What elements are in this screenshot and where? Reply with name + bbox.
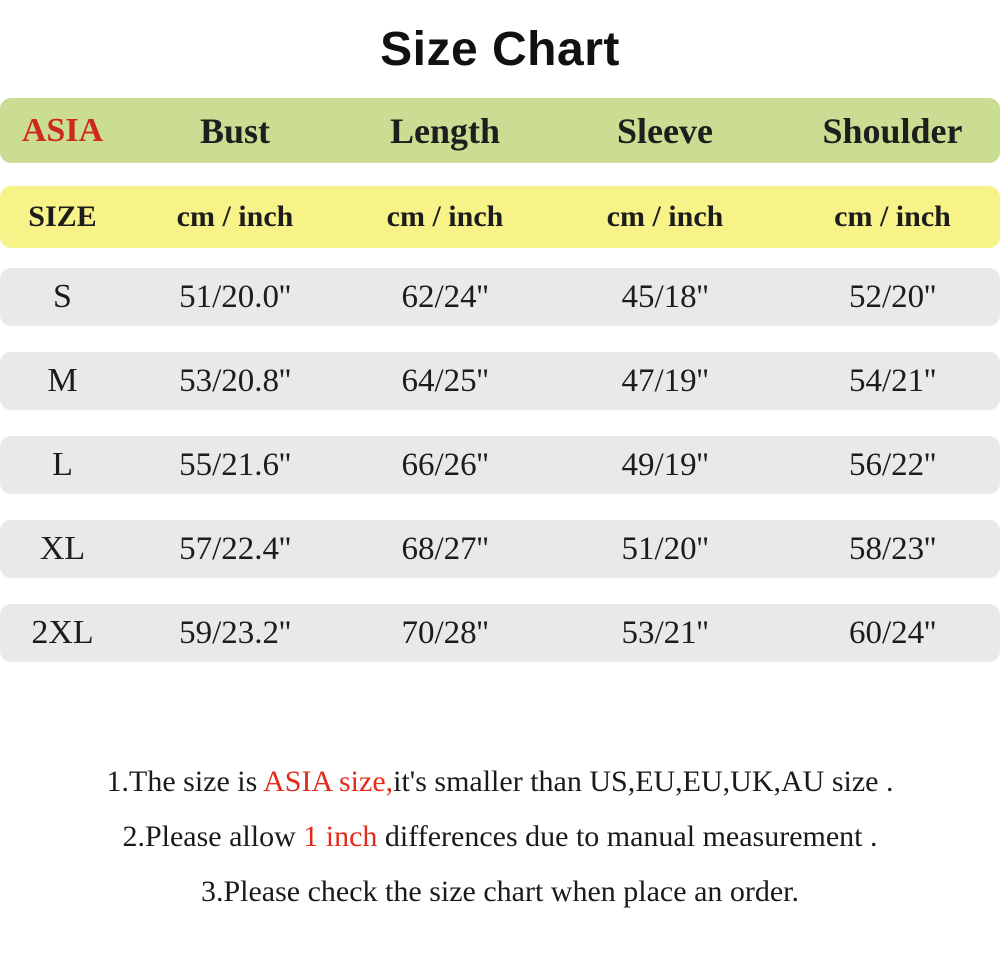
row-shoulder-value: 58/23'' xyxy=(848,530,937,567)
row-length-value: 62/24'' xyxy=(401,278,489,315)
row-size-label: L xyxy=(52,446,73,483)
row-length-value: 66/26'' xyxy=(401,446,489,483)
units-size-label: SIZE xyxy=(28,200,97,233)
note-2-suffix: differences due to manual measurement . xyxy=(377,820,878,853)
row-size-label: S xyxy=(53,278,72,315)
row-bust-value: 59/23.2'' xyxy=(179,614,291,651)
note-2-highlight: 1 inch xyxy=(303,820,378,853)
units-bust: cm / inch xyxy=(176,200,294,233)
note-3-prefix: 3.Please check the size chart when place… xyxy=(200,875,800,908)
row-size-label: XL xyxy=(39,530,86,567)
row-length-value: 70/28'' xyxy=(401,614,489,651)
note-2-prefix: 2.Please allow xyxy=(122,820,304,853)
table-row-m: M 53/20.8'' 64/25'' 47/19'' 54/21'' xyxy=(0,352,1000,410)
table-row-s: S 51/20.0'' 62/24'' 45/18'' 52/20'' xyxy=(0,268,1000,326)
row-length-value: 64/25'' xyxy=(401,362,489,399)
note-line-3: 3.Please check the size chart when place… xyxy=(0,864,1000,919)
units-shoulder: cm / inch xyxy=(834,200,951,233)
row-shoulder-value: 60/24'' xyxy=(848,614,937,651)
table-row-2xl: 2XL 59/23.2'' 70/28'' 53/21'' 60/24'' xyxy=(0,604,1000,662)
footer-notes: 1.The size is ASIA size,it's smaller tha… xyxy=(0,754,1000,919)
header-row: ASIA Bust Length Sleeve Shoulder xyxy=(0,98,1000,163)
units-sleeve: cm / inch xyxy=(606,200,724,233)
row-sleeve-value: 51/20'' xyxy=(621,530,709,567)
row-sleeve-value: 49/19'' xyxy=(621,446,709,483)
note-line-1: 1.The size is ASIA size,it's smaller tha… xyxy=(0,754,1000,809)
row-length-value: 68/27'' xyxy=(401,530,489,567)
row-size-label: M xyxy=(47,362,78,399)
row-shoulder-value: 56/22'' xyxy=(848,446,937,483)
row-bust-value: 57/22.4'' xyxy=(179,530,291,567)
table-row-l: L 55/21.6'' 66/26'' 49/19'' 56/22'' xyxy=(0,436,1000,494)
row-bust-value: 51/20.0'' xyxy=(179,278,291,315)
header-length: Length xyxy=(389,110,501,151)
row-sleeve-value: 53/21'' xyxy=(621,614,709,651)
row-shoulder-value: 54/21'' xyxy=(848,362,937,399)
note-1-suffix: it's smaller than US,EU,EU,UK,AU size . xyxy=(393,765,894,798)
row-bust-value: 53/20.8'' xyxy=(179,362,291,399)
table-row-xl: XL 57/22.4'' 68/27'' 51/20'' 58/23'' xyxy=(0,520,1000,578)
units-row: SIZE cm / inch cm / inch cm / inch cm / … xyxy=(0,186,1000,248)
row-sleeve-value: 45/18'' xyxy=(621,278,709,315)
row-size-label: 2XL xyxy=(31,614,94,651)
units-length: cm / inch xyxy=(386,200,504,233)
note-line-2: 2.Please allow 1 inch differences due to… xyxy=(0,809,1000,864)
note-1-prefix: 1.The size is xyxy=(106,765,264,798)
header-sleeve: Sleeve xyxy=(617,110,713,151)
row-bust-value: 55/21.6'' xyxy=(179,446,291,483)
header-region-label: ASIA xyxy=(21,111,104,149)
row-sleeve-value: 47/19'' xyxy=(621,362,709,399)
header-bust: Bust xyxy=(199,110,271,151)
note-1-highlight: ASIA size, xyxy=(263,765,394,798)
page-title: Size Chart xyxy=(380,23,620,76)
header-shoulder: Shoulder xyxy=(822,110,963,151)
row-shoulder-value: 52/20'' xyxy=(848,278,937,315)
